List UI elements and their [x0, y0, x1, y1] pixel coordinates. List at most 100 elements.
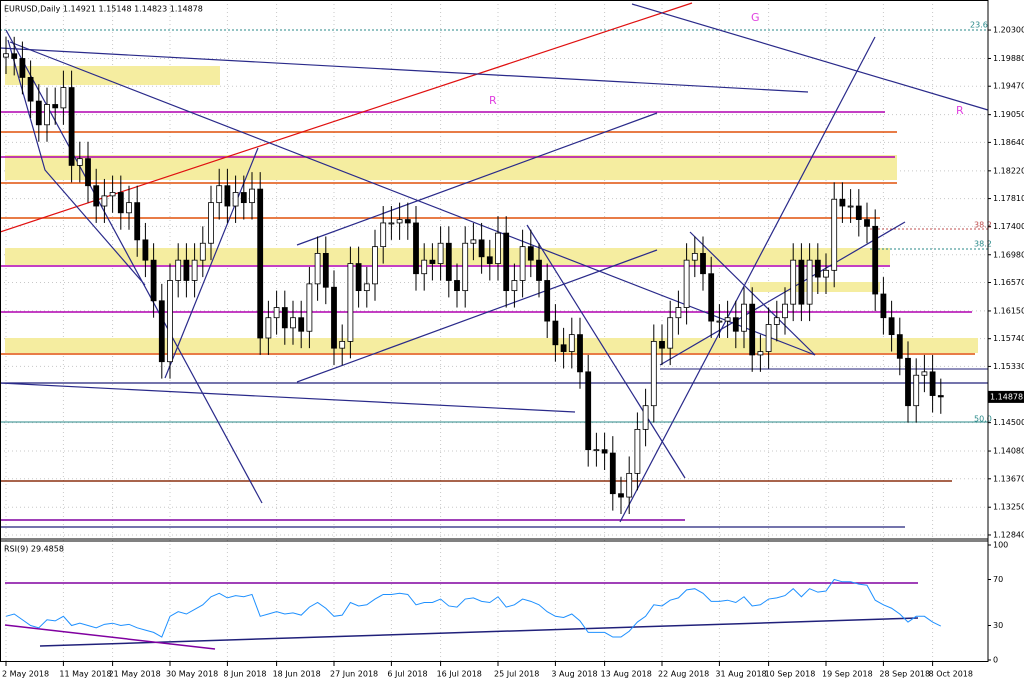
candle-body: [486, 256, 493, 264]
candle-body: [716, 320, 723, 323]
candle-body: [85, 158, 91, 187]
candle-body: [134, 202, 141, 241]
trendline: [9, 41, 816, 356]
candle-body: [560, 344, 567, 352]
candle-body: [732, 317, 739, 332]
candle-body: [191, 259, 198, 281]
candle-body: [445, 242, 452, 281]
candle-body: [691, 253, 698, 261]
candle-body: [495, 232, 501, 264]
price-label-box: [988, 390, 1024, 403]
candle-body: [593, 449, 600, 452]
candle-body: [536, 259, 542, 281]
candle-body: [93, 185, 100, 207]
y-tick-label: 1.14500: [993, 418, 1024, 427]
candle-body: [937, 395, 944, 398]
candle-body: [765, 324, 772, 352]
x-tick-label: 13 Aug 2018: [601, 670, 652, 679]
levels: [0, 29, 988, 528]
candle-body: [117, 192, 124, 214]
candle-body: [634, 428, 641, 474]
candle-body: [470, 239, 477, 244]
trendline: [526, 224, 686, 479]
annotation: 50.0: [974, 415, 992, 424]
trendlines: [0, 2, 989, 523]
rsi-tick-label: 30: [993, 621, 1003, 630]
candle-body: [290, 317, 296, 329]
rsi-tick-label: 100: [993, 541, 1008, 550]
x-tick-label: 28 Sep 2018: [879, 670, 930, 679]
y-tick-label: 1.16570: [993, 278, 1024, 287]
trendline: [7, 39, 146, 286]
candle-body: [872, 225, 879, 295]
candle-body: [577, 334, 583, 373]
candle-body: [888, 317, 895, 336]
rsi-tick-label: 70: [993, 575, 1003, 584]
price-label: 1.14878: [990, 392, 1023, 401]
rsi-title: RSI(9) 29.4858: [4, 545, 64, 554]
y-tick-label: 1.15740: [993, 334, 1024, 343]
frame: [0, 0, 989, 662]
zone: [5, 338, 978, 353]
candle-body: [839, 198, 846, 207]
annotations: R G R 23.6 38.2 38.2 50.0: [489, 11, 992, 424]
trendline: [659, 221, 906, 366]
y-tick-label: 1.18640: [993, 138, 1024, 147]
x-tick-label: 3 Aug 2018: [551, 670, 597, 679]
rsi-panel: [5, 578, 942, 638]
candle-body: [568, 334, 575, 352]
candle-body: [429, 259, 436, 264]
candle-body: [27, 77, 34, 102]
candle-body: [585, 371, 592, 451]
candle-body: [52, 104, 59, 109]
y-tick-label: 1.13250: [993, 503, 1024, 512]
candle-body: [675, 307, 682, 319]
candle-body: [199, 242, 206, 261]
y-tick-label: 1.12840: [993, 530, 1024, 539]
x-tick-label: 8 Oct 2018: [929, 670, 973, 679]
candle-body: [183, 259, 190, 281]
x-tick-label: 10 Sep 2018: [765, 670, 816, 679]
candle-body: [421, 259, 428, 275]
y-tick-label: 1.17810: [993, 194, 1024, 203]
rsi-line: [5, 578, 942, 638]
trendline: [0, 382, 576, 413]
trendline: [296, 249, 658, 383]
candle-body: [626, 472, 633, 498]
candle-body: [158, 300, 165, 363]
candle-body: [224, 185, 231, 207]
candle-body: [790, 259, 797, 305]
rsi-lines: [4, 582, 919, 650]
x-tick-label: 31 Aug 2018: [715, 670, 766, 679]
annotation: 23.6: [970, 21, 988, 30]
x-tick-label: 6 Jul 2018: [387, 670, 427, 679]
candle-body: [519, 246, 526, 281]
candle-body: [404, 219, 411, 224]
candle-body: [232, 192, 239, 207]
candle-body: [683, 259, 690, 308]
candle-body: [659, 340, 665, 349]
x-tick-label: 11 May 2018: [59, 670, 111, 679]
candle-body: [503, 232, 510, 292]
y-tick-label: 1.16980: [993, 250, 1024, 259]
x-tick-label: 25 Jul 2018: [494, 670, 539, 679]
candle-body: [527, 246, 534, 261]
candle-body: [749, 303, 756, 356]
candle-body: [814, 259, 821, 278]
candle-body: [700, 253, 706, 275]
candle-body: [757, 351, 764, 356]
candle-body: [44, 104, 50, 126]
candle-body: [511, 280, 518, 292]
candle-body: [929, 371, 936, 396]
candle-body: [544, 280, 551, 322]
rsi-trendline: [4, 624, 216, 650]
candle-body: [76, 158, 83, 166]
candle-body: [782, 303, 788, 319]
candle-body: [601, 449, 608, 454]
candle-body: [101, 195, 108, 207]
candle-body: [3, 53, 9, 58]
candle-body: [35, 100, 42, 126]
candle-body: [314, 253, 321, 285]
x-tick-label: 21 May 2018: [109, 670, 161, 679]
